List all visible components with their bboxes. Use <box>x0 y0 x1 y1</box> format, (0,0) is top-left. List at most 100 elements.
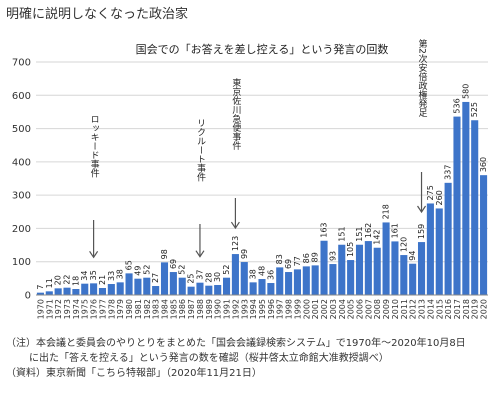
data-label: 69 <box>169 259 178 269</box>
x-tick-label: 1982 <box>143 299 152 319</box>
x-tick-label: 2016 <box>444 299 453 319</box>
bar <box>143 277 151 295</box>
data-label: 142 <box>373 229 382 244</box>
annotation: 第2次安倍政権発足 <box>417 38 427 214</box>
x-tick-label: 1990 <box>214 299 223 319</box>
bar <box>462 101 470 295</box>
bar <box>63 287 71 295</box>
data-label: 21 <box>98 275 107 285</box>
x-tick-label: 1983 <box>152 299 161 319</box>
x-tick-label: 1992 <box>231 299 240 319</box>
x-tick-label: 2020 <box>480 299 489 319</box>
data-label: 27 <box>151 273 160 283</box>
bar <box>223 277 231 295</box>
data-label: 83 <box>275 254 284 264</box>
bar <box>45 291 53 295</box>
bar <box>347 260 355 295</box>
bar <box>178 277 186 295</box>
bar <box>400 255 408 295</box>
data-label: 93 <box>328 251 337 261</box>
x-tick-label: 1988 <box>196 299 205 319</box>
data-label: 11 <box>45 278 54 288</box>
x-tick-label: 1976 <box>90 299 99 319</box>
x-tick-label: 2000 <box>302 299 311 319</box>
x-tick-label: 2011 <box>400 299 409 319</box>
chart-title: 国会での「お答えを差し控える」という発言の回数 <box>136 42 389 56</box>
data-label: 536 <box>452 98 461 113</box>
annotation-label: ロッキード事件 <box>89 115 100 179</box>
x-tick-label: 1989 <box>205 299 214 319</box>
bar <box>382 222 390 295</box>
x-tick-label: 1971 <box>45 299 54 319</box>
bar <box>355 244 364 295</box>
chart-notes: （注）本会議と委員会のやりとりをまとめた「国会会議録検索システム」で1970年〜… <box>6 336 466 381</box>
data-label: 337 <box>444 165 453 180</box>
bar <box>54 288 62 295</box>
bar <box>134 278 142 295</box>
data-label: 218 <box>382 204 391 219</box>
data-label: 360 <box>479 157 488 172</box>
x-tick-label: 1973 <box>63 299 72 319</box>
y-tick-label: 500 <box>12 124 31 135</box>
x-tick-label: 1996 <box>267 299 276 319</box>
x-tick-label: 2019 <box>471 299 480 319</box>
x-tick-label: 1974 <box>72 299 81 319</box>
data-label: 52 <box>222 265 231 275</box>
y-tick-label: 100 <box>12 257 31 268</box>
x-tick-label: 2007 <box>364 299 373 319</box>
bar <box>391 241 399 295</box>
bar <box>98 288 107 295</box>
data-label: 98 <box>160 249 169 259</box>
bar <box>116 282 124 295</box>
data-label: 580 <box>461 84 470 99</box>
data-label: 525 <box>470 102 479 117</box>
bar <box>480 175 488 295</box>
bar <box>471 120 479 295</box>
bar <box>426 203 434 295</box>
bar <box>205 285 213 295</box>
annotation-label: リクルート事件 <box>195 119 206 183</box>
annotation-arrowhead <box>417 205 427 214</box>
data-label: 18 <box>71 276 80 286</box>
x-tick-label: 1984 <box>161 299 170 319</box>
x-tick-label: 1981 <box>134 299 143 319</box>
data-label: 49 <box>133 266 142 276</box>
annotation-arrowhead <box>89 251 99 259</box>
bar <box>364 241 372 295</box>
data-label: 48 <box>258 266 267 276</box>
x-tick-label: 1975 <box>81 299 90 319</box>
annotation-label: 東京佐川急便事件 <box>230 77 241 151</box>
note-line-1: （注）本会議と委員会のやりとりをまとめた「国会会議録検索システム」で1970年〜… <box>6 338 466 349</box>
x-tick-label: 1993 <box>240 299 249 319</box>
bar <box>373 247 381 295</box>
x-tick-label: 2017 <box>453 299 462 319</box>
x-tick-label: 1987 <box>187 299 196 319</box>
x-tick-label: 1991 <box>223 299 232 319</box>
x-tick-label: 2015 <box>435 299 444 319</box>
annotation-arrowhead <box>230 221 240 230</box>
x-tick-label: 2002 <box>320 299 329 319</box>
x-tick-label: 2012 <box>409 299 418 319</box>
data-label: 120 <box>399 237 408 252</box>
bar <box>196 282 204 295</box>
bar <box>338 244 346 295</box>
data-label: 69 <box>284 259 293 269</box>
bar <box>249 282 257 295</box>
x-tick-label: 1999 <box>293 299 302 319</box>
page-headline: 明確に説明しなくなった政治家 <box>6 7 189 22</box>
data-label: 20 <box>54 275 63 285</box>
bar <box>320 240 328 295</box>
x-tick-label: 1972 <box>54 299 63 319</box>
data-label: 94 <box>408 251 417 261</box>
x-tick-label: 1970 <box>36 299 45 319</box>
y-tick-label: 600 <box>12 91 31 102</box>
bar <box>125 273 133 295</box>
bar <box>81 283 89 295</box>
bar <box>409 263 417 295</box>
data-label: 260 <box>435 190 444 205</box>
y-tick-label: 300 <box>12 191 31 202</box>
x-tick-label: 2006 <box>355 299 364 319</box>
x-tick-label: 2013 <box>418 299 427 319</box>
bar <box>107 284 115 295</box>
annotation: 東京佐川急便事件 <box>230 77 241 230</box>
